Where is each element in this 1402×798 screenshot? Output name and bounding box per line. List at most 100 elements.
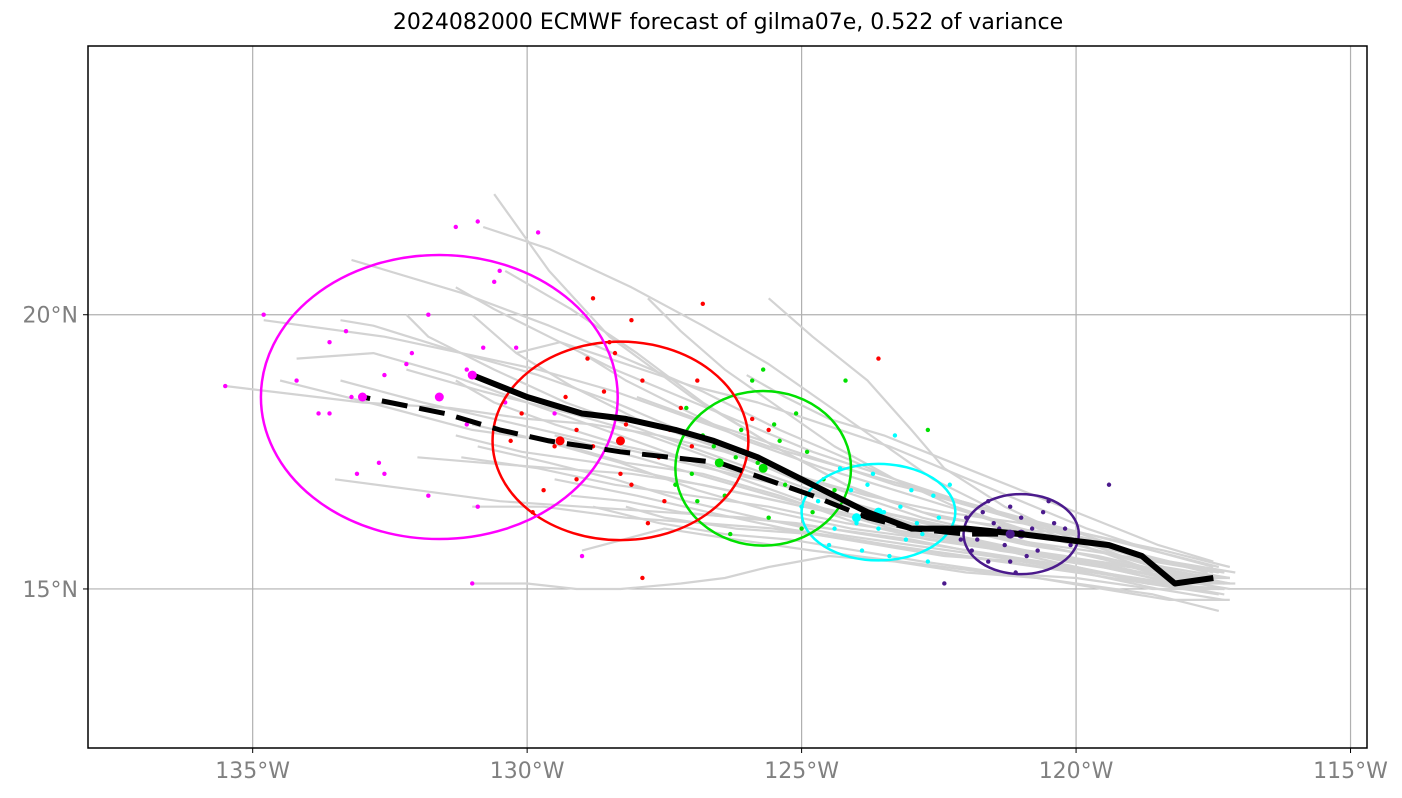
ensemble-position-day3	[771, 422, 777, 427]
ellipse-center	[434, 392, 444, 402]
ensemble-position-day5	[354, 471, 360, 476]
ensemble-position-day4	[695, 378, 700, 383]
ensemble-position-day3	[711, 444, 716, 449]
ensemble-position-day2	[870, 471, 876, 476]
ensemble-position-day4	[645, 520, 651, 526]
ensemble-position-day2	[876, 526, 881, 531]
deterministic-day4-marker	[555, 436, 565, 446]
lat-tick-label: 20°N	[23, 304, 78, 329]
ensemble-position-day4	[508, 438, 513, 444]
ensemble-position-day2	[909, 488, 914, 493]
ensemble-position-day1	[991, 520, 996, 526]
lon-tick-label: 125°W	[764, 759, 839, 784]
ensemble-position-day4	[541, 488, 546, 493]
ensemble-position-day2	[848, 488, 854, 493]
ensemble-position-day5	[294, 378, 299, 383]
ensemble-position-day5	[382, 372, 387, 378]
deterministic-day1-marker	[1005, 529, 1015, 539]
ensemble-position-day2	[832, 526, 837, 531]
uncertainty-ellipse	[962, 492, 1081, 576]
ensemble-member-track	[455, 286, 1214, 574]
lat-tick-label: 15°N	[23, 578, 78, 603]
ensemble-position-day5	[316, 411, 321, 416]
ensemble-position-day3	[782, 482, 788, 487]
lon-tick-label: 120°W	[1039, 759, 1114, 784]
ensemble-position-day5	[579, 553, 585, 559]
lon-tick-label: 115°W	[1313, 759, 1388, 784]
ensemble-position-day5	[327, 339, 332, 345]
ensemble-position-day3	[810, 509, 815, 515]
ensemble-position-day5	[343, 328, 349, 334]
deterministic-day2-marker	[851, 513, 861, 523]
ensemble-position-day4	[585, 356, 590, 361]
ensemble-position-day2	[887, 553, 892, 559]
ellipse-center	[758, 463, 768, 473]
ensemble-position-day5	[470, 581, 475, 586]
ellipse-center	[615, 436, 625, 446]
ensemble-position-day3	[832, 488, 837, 493]
ensemble-position-day5	[376, 460, 382, 466]
uncertainty-ellipse	[674, 389, 853, 547]
ensemble-position-day2	[892, 433, 898, 438]
ensemble-position-day4	[623, 422, 629, 427]
ensemble-position-day2	[914, 520, 920, 526]
deterministic-day3-marker	[714, 458, 724, 468]
ensemble-position-day1	[975, 537, 980, 542]
ensemble-member-track	[225, 384, 1214, 580]
ensemble-position-day5	[481, 345, 486, 350]
ensemble-member-track	[746, 374, 1214, 563]
ensemble-position-day3	[925, 427, 931, 433]
ensemble-position-day5	[497, 268, 502, 274]
ensemble-position-day4	[574, 427, 579, 433]
ensemble-position-day1	[1024, 553, 1029, 559]
ensemble-position-day2	[815, 499, 821, 504]
ensemble-position-day4	[766, 427, 771, 433]
ensemble-position-day5	[382, 471, 387, 476]
ensemble-position-day1	[1051, 520, 1057, 526]
ensemble-member-track	[472, 554, 1230, 602]
ensemble-position-day5	[475, 219, 480, 224]
lon-tick-label: 135°W	[215, 759, 290, 784]
map-title: 2024082000 ECMWF forecast of gilma07e, 0…	[392, 10, 1064, 35]
ensemble-position-day1	[1007, 559, 1013, 564]
ensemble-position-day2	[826, 542, 832, 548]
ensemble-position-day1	[1040, 509, 1046, 515]
ensemble-position-day4	[678, 405, 684, 411]
ensemble-position-day4	[552, 444, 557, 449]
ensemble-position-day1	[986, 559, 991, 564]
ensemble-position-day3	[733, 455, 738, 460]
ensemble-position-day1	[958, 537, 963, 542]
ensemble-position-day2	[881, 509, 887, 515]
ensemble-position-day4	[750, 416, 755, 422]
ensemble-tracks	[225, 193, 1236, 612]
ensemble-member-track	[515, 341, 1220, 569]
ensemble-position-day2	[947, 482, 953, 487]
ensemble-member-track	[477, 445, 1208, 591]
ensemble-position-day1	[942, 581, 947, 586]
ensemble-position-day4	[640, 378, 645, 383]
deterministic-track-endpoint	[357, 392, 367, 402]
ensemble-position-day2	[936, 515, 942, 520]
ensemble-position-day5	[513, 345, 519, 350]
ensemble-position-day2	[925, 559, 931, 564]
map-frame	[87, 45, 1368, 749]
ensemble-position-day3	[799, 526, 804, 531]
ensemble-position-day2	[854, 520, 859, 526]
ensemble-position-day1	[1018, 515, 1024, 520]
ensemble-position-day3	[843, 378, 848, 383]
ensemble-position-day5	[426, 312, 431, 317]
forecast-tracks	[357, 370, 1214, 587]
ensemble-position-day5	[492, 279, 497, 285]
ensemble-member-track	[554, 478, 1219, 591]
ensemble-position-day3	[804, 449, 810, 455]
ensemble-position-day4	[640, 575, 645, 581]
plot-area	[223, 193, 1236, 612]
uncertainty-ellipse	[491, 340, 750, 542]
ensemble-position-day5	[349, 394, 354, 400]
ensemble-position-day4	[563, 394, 568, 400]
ensemble-position-day4	[618, 471, 623, 476]
ensemble-position-day4	[662, 499, 667, 504]
ensemble-position-day2	[931, 493, 936, 498]
ensemble-position-day5	[464, 422, 469, 427]
ensemble-position-day1	[1062, 526, 1068, 531]
